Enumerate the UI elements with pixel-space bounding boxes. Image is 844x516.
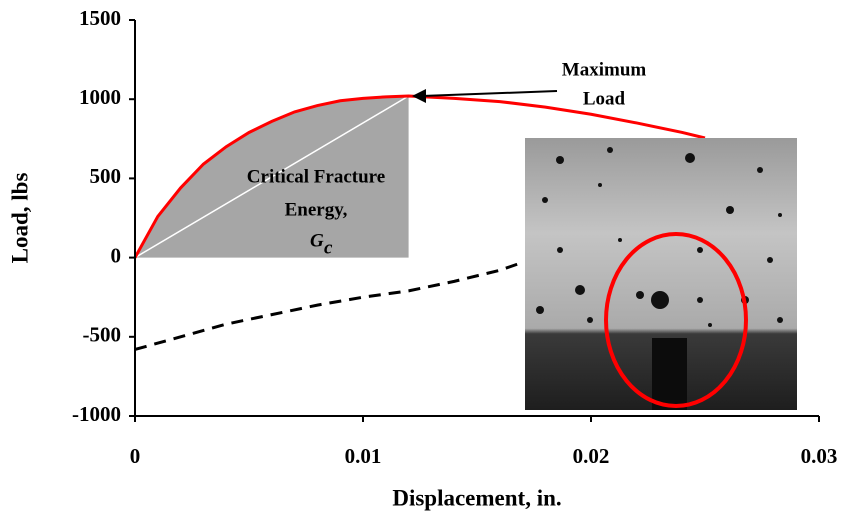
y-tick-label: 1500 [79, 6, 121, 30]
annotation: Critical Fracture [247, 166, 385, 187]
y-tick-label: 500 [90, 164, 122, 188]
y-tick-label: -1000 [72, 402, 121, 426]
annotation: Maximum [562, 59, 647, 80]
x-tick-label: 0.02 [573, 444, 610, 468]
chart: -1000 -500 0 500 1000 1500 0 0.01 0.02 0.03 Displ… [0, 0, 844, 516]
y-tick-label: 1000 [79, 85, 121, 109]
annotation-arrow [422, 91, 557, 96]
y-tick-label: 0 [111, 243, 122, 267]
x-tick-label: 0 [130, 444, 141, 468]
x-tick-label: 0.01 [345, 444, 382, 468]
x-axis-title: Displacement, in. [392, 485, 561, 510]
y-axis-title: Load, lbs [7, 173, 32, 264]
annotation: Energy, [285, 199, 348, 220]
series-line [135, 262, 523, 349]
arrow-head [412, 89, 426, 103]
inset-photo [525, 138, 797, 410]
annotation: Load [583, 88, 626, 109]
annotation-subscript: c [324, 237, 333, 258]
y-tick-label: -500 [83, 323, 122, 347]
x-tick-label: 0.03 [801, 444, 838, 468]
photo-notch [652, 338, 687, 410]
annotation-symbol: G [310, 230, 324, 251]
